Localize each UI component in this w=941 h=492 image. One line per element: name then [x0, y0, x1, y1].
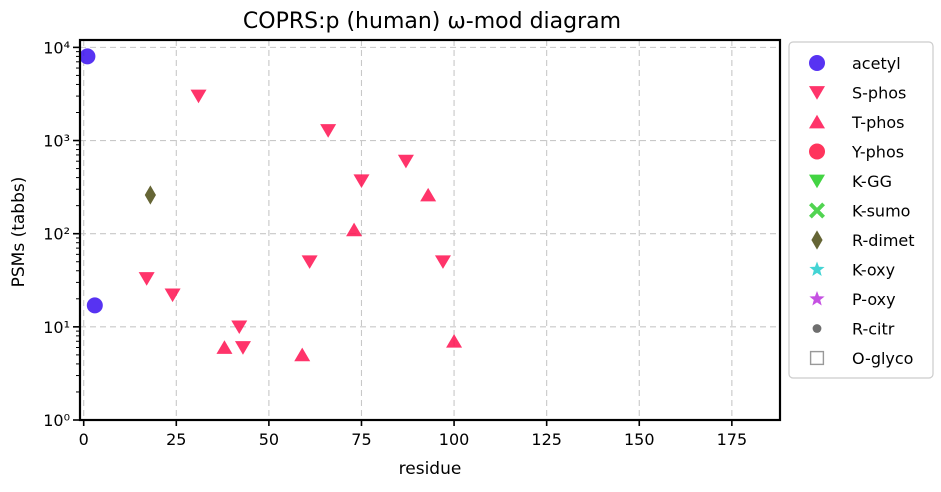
data-point-s-phos	[301, 255, 318, 269]
chart-title: COPRS:p (human) ω-mod diagram	[243, 9, 621, 34]
legend-marker-r-dimet	[811, 230, 823, 250]
grid-lines	[80, 40, 780, 421]
legend-label: T-phos	[851, 113, 905, 132]
x-tick-label: 125	[531, 430, 562, 449]
y-tick-label: 10³	[43, 132, 70, 151]
data-point-s-phos	[353, 174, 370, 188]
legend-label: K-GG	[852, 172, 892, 191]
legend-label: O-glyco	[852, 349, 913, 368]
x-axis-label: residue	[399, 459, 462, 479]
data-point-t-phos	[294, 347, 311, 362]
legend-marker-o-glyco	[809, 350, 825, 366]
x-tick-label: 100	[439, 430, 470, 449]
legend-label: acetyl	[852, 54, 901, 73]
plot-frame	[78, 38, 782, 422]
y-axis-label: PSMs (tabbs)	[9, 177, 29, 288]
data-point-r-dimet	[144, 185, 156, 205]
data-point-s-phos	[138, 272, 155, 286]
legend-label: S-phos	[852, 84, 906, 103]
data-point-s-phos	[231, 320, 248, 335]
legend-marker-r-citr	[812, 324, 822, 333]
x-tick-label: 75	[351, 430, 371, 449]
legend-marker-k-gg	[809, 174, 825, 189]
data-point-s-phos	[397, 154, 414, 169]
data-point-s-phos	[190, 89, 207, 104]
legend-label: Y-phos	[851, 143, 904, 162]
data-point-s-phos	[434, 255, 451, 269]
axis-ticks: 0 25 50 75 100 125 150 175 10⁰ 10¹ 10² 10³ 10⁴	[43, 38, 747, 449]
x-tick-label: 25	[166, 430, 186, 449]
legend-label: K-oxy	[852, 261, 895, 280]
x-tick-label: 50	[259, 430, 279, 449]
data-point-t-phos	[446, 334, 463, 348]
data-point-t-phos	[346, 222, 363, 237]
legend-label: R-citr	[852, 320, 895, 339]
legend-marker-s-phos	[809, 86, 825, 100]
data-point-s-phos	[320, 124, 337, 138]
y-tick-label: 10¹	[43, 318, 70, 337]
legend-box	[788, 41, 934, 379]
x-tick-label: 0	[79, 430, 89, 449]
y-tick-label: 10⁴	[43, 38, 70, 57]
y-tick-label: 10²	[43, 225, 70, 244]
legend-label: K-sumo	[852, 202, 910, 221]
y-tick-label: 10⁰	[43, 411, 70, 430]
legend-marker-k-sumo	[809, 202, 825, 219]
data-point-t-phos	[216, 340, 233, 354]
legend-marker-k-oxy	[809, 261, 825, 276]
data-point-acetyl	[79, 48, 96, 65]
legend-label: R-dimet	[852, 231, 915, 250]
legend-marker-acetyl	[809, 55, 825, 71]
legend-marker-t-phos	[809, 114, 825, 129]
data-point-t-phos	[420, 187, 437, 202]
data-points	[79, 48, 463, 362]
x-tick-label: 150	[624, 430, 655, 449]
legend-marker-p-oxy	[809, 291, 825, 306]
legend: acetyl S-phos T-phos Y-phos K-GG K-sumo R-dime…	[788, 41, 934, 379]
data-point-s-phos	[164, 288, 181, 303]
legend-label: P-oxy	[852, 290, 896, 309]
data-point-acetyl	[86, 297, 103, 314]
x-tick-label: 175	[717, 430, 748, 449]
data-point-s-phos	[234, 341, 251, 355]
legend-marker-y-phos	[809, 143, 825, 160]
